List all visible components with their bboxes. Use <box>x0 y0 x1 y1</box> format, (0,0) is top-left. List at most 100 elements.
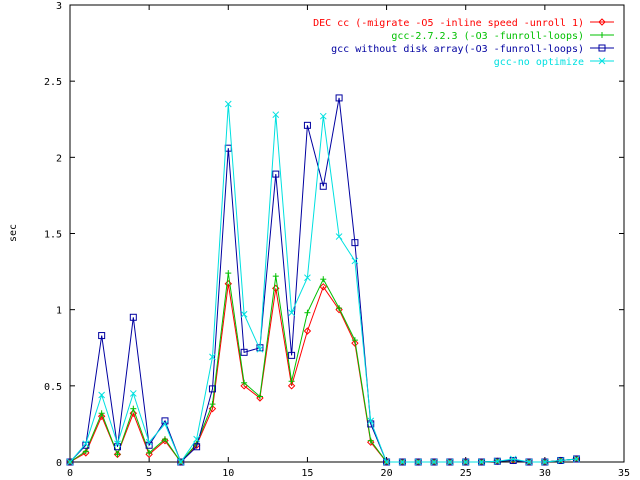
legend-label: gcc-2.7.2.3 (-O3 -funroll-loops) <box>391 31 584 42</box>
data-point-stroke <box>462 458 470 466</box>
data-point <box>209 401 216 408</box>
data-point-stroke <box>541 458 549 466</box>
data-point-stroke <box>161 420 169 428</box>
data-point <box>114 451 121 458</box>
data-point <box>193 443 201 451</box>
data-point-stroke <box>145 438 153 446</box>
data-point <box>351 339 359 347</box>
data-point <box>383 458 390 466</box>
data-point <box>98 391 106 399</box>
data-point <box>177 458 185 466</box>
data-point <box>351 239 359 247</box>
data-point-stroke <box>98 391 106 399</box>
data-point <box>525 458 533 466</box>
data-point-stroke <box>193 435 200 443</box>
data-point <box>225 270 232 277</box>
data-point <box>509 456 517 464</box>
y-tick-label: 3 <box>56 1 62 12</box>
y-tick-label: 1.5 <box>44 230 62 241</box>
data-point <box>272 273 279 280</box>
data-point <box>98 410 105 417</box>
data-point <box>351 257 359 265</box>
data-point-stroke <box>335 233 343 240</box>
data-point-stroke <box>598 57 606 65</box>
data-point <box>224 100 232 108</box>
data-point-stroke <box>573 455 580 463</box>
data-point <box>367 417 375 425</box>
data-point <box>272 111 280 119</box>
data-point <box>598 57 606 65</box>
data-point <box>303 121 311 129</box>
data-point <box>367 437 374 444</box>
data-point <box>98 332 106 340</box>
legend-label: gcc-no optimize <box>494 57 584 68</box>
data-point <box>430 458 438 466</box>
data-point <box>304 309 311 316</box>
data-point <box>66 458 74 466</box>
data-point <box>335 94 343 102</box>
data-point-stroke <box>177 458 185 466</box>
data-point <box>599 32 605 38</box>
data-point-stroke <box>430 458 438 466</box>
data-point-stroke <box>351 257 359 265</box>
x-tick-label: 35 <box>618 468 630 479</box>
data-point-stroke <box>557 457 565 464</box>
data-point <box>82 448 89 455</box>
data-point-stroke <box>256 345 264 353</box>
x-tick-label: 15 <box>301 468 313 479</box>
data-point <box>446 458 454 466</box>
data-point-stroke <box>288 309 295 317</box>
data-point <box>177 458 185 466</box>
x-tick-label: 30 <box>539 468 551 479</box>
data-point <box>288 378 295 385</box>
data-point <box>161 436 168 443</box>
data-point-stroke <box>399 458 406 466</box>
data-point <box>130 405 137 412</box>
data-point <box>303 327 312 335</box>
data-point-stroke <box>446 458 454 466</box>
data-point <box>161 420 169 428</box>
series-line <box>69 283 577 463</box>
x-tick-label: 0 <box>67 468 73 479</box>
data-point <box>288 309 295 317</box>
data-point <box>320 276 327 283</box>
data-point <box>335 305 343 314</box>
data-point <box>129 409 138 417</box>
data-point-stroke <box>209 353 216 361</box>
data-point <box>287 382 296 390</box>
axis-ticks: 00.511.522.530 5 10 15 20 25 30 35 <box>44 1 630 479</box>
data-point <box>367 438 375 446</box>
data-point <box>208 404 217 413</box>
data-point <box>319 112 327 120</box>
data-point-stroke <box>240 310 248 318</box>
data-point-stroke <box>66 458 74 466</box>
x-tick-label: 25 <box>460 468 472 479</box>
data-point-stroke <box>383 458 390 466</box>
series-4 <box>66 100 580 466</box>
x-tick-label: 5 <box>146 468 152 479</box>
data-point <box>272 170 280 178</box>
data-point <box>319 182 327 190</box>
data-point <box>114 440 121 448</box>
data-point <box>241 379 248 386</box>
y-tick-label: 1 <box>56 306 62 317</box>
data-point-stroke <box>272 111 280 119</box>
x-tick-label: 10 <box>222 468 234 479</box>
data-point <box>573 455 580 463</box>
data-point-stroke <box>319 112 327 120</box>
data-point <box>161 436 169 445</box>
data-point <box>224 280 232 288</box>
data-point <box>509 455 517 463</box>
data-point <box>288 351 296 359</box>
legend: DEC cc (-migrate -O5 -inline speed -unro… <box>313 18 614 68</box>
data-point <box>304 274 311 282</box>
data-point-stroke <box>525 458 533 466</box>
data-point-stroke <box>114 440 121 448</box>
data-point <box>145 450 153 459</box>
data-point <box>557 457 565 464</box>
data-point <box>208 385 216 393</box>
data-point-stroke <box>367 417 375 425</box>
data-point <box>478 458 485 466</box>
data-point <box>598 44 606 52</box>
